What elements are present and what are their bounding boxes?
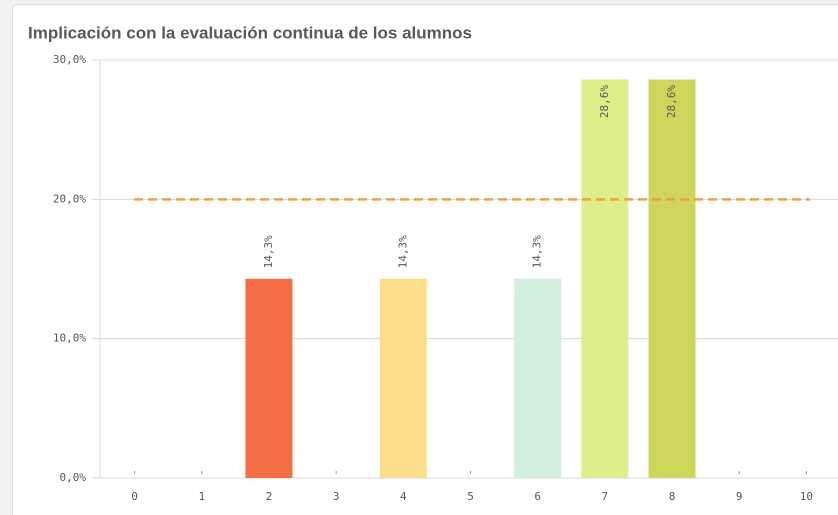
x-tick-label: 10: [800, 490, 813, 503]
bar: [379, 278, 427, 478]
y-tick-label: 20,0%: [53, 192, 86, 205]
bar: [245, 278, 293, 478]
y-tick-label: 10,0%: [53, 332, 86, 345]
bar: [514, 278, 562, 478]
value-label: 28,6%: [665, 85, 678, 118]
value-label: 14,3%: [396, 235, 409, 268]
value-label: 28,6%: [598, 85, 611, 118]
y-tick-label: 0,0%: [60, 471, 87, 484]
value-label: 14,3%: [262, 235, 275, 268]
x-tick-label: 7: [602, 490, 609, 503]
bar: [648, 79, 696, 479]
value-label: 14,3%: [531, 235, 544, 268]
x-tick-label: 0: [131, 490, 138, 503]
y-tick-label: 30,0%: [53, 53, 86, 66]
panel: [12, 4, 838, 515]
x-tick-label: 2: [266, 490, 273, 503]
bar: [581, 79, 629, 479]
x-tick-label: 4: [400, 490, 407, 503]
chart-title: Implicación con la evaluación continua d…: [28, 23, 472, 42]
x-tick-label: 3: [333, 490, 340, 503]
x-tick-label: 9: [736, 490, 743, 503]
x-tick-label: 8: [669, 490, 676, 503]
x-tick-label: 1: [198, 490, 205, 503]
x-tick-label: 5: [467, 490, 474, 503]
x-tick-label: 6: [534, 490, 541, 503]
